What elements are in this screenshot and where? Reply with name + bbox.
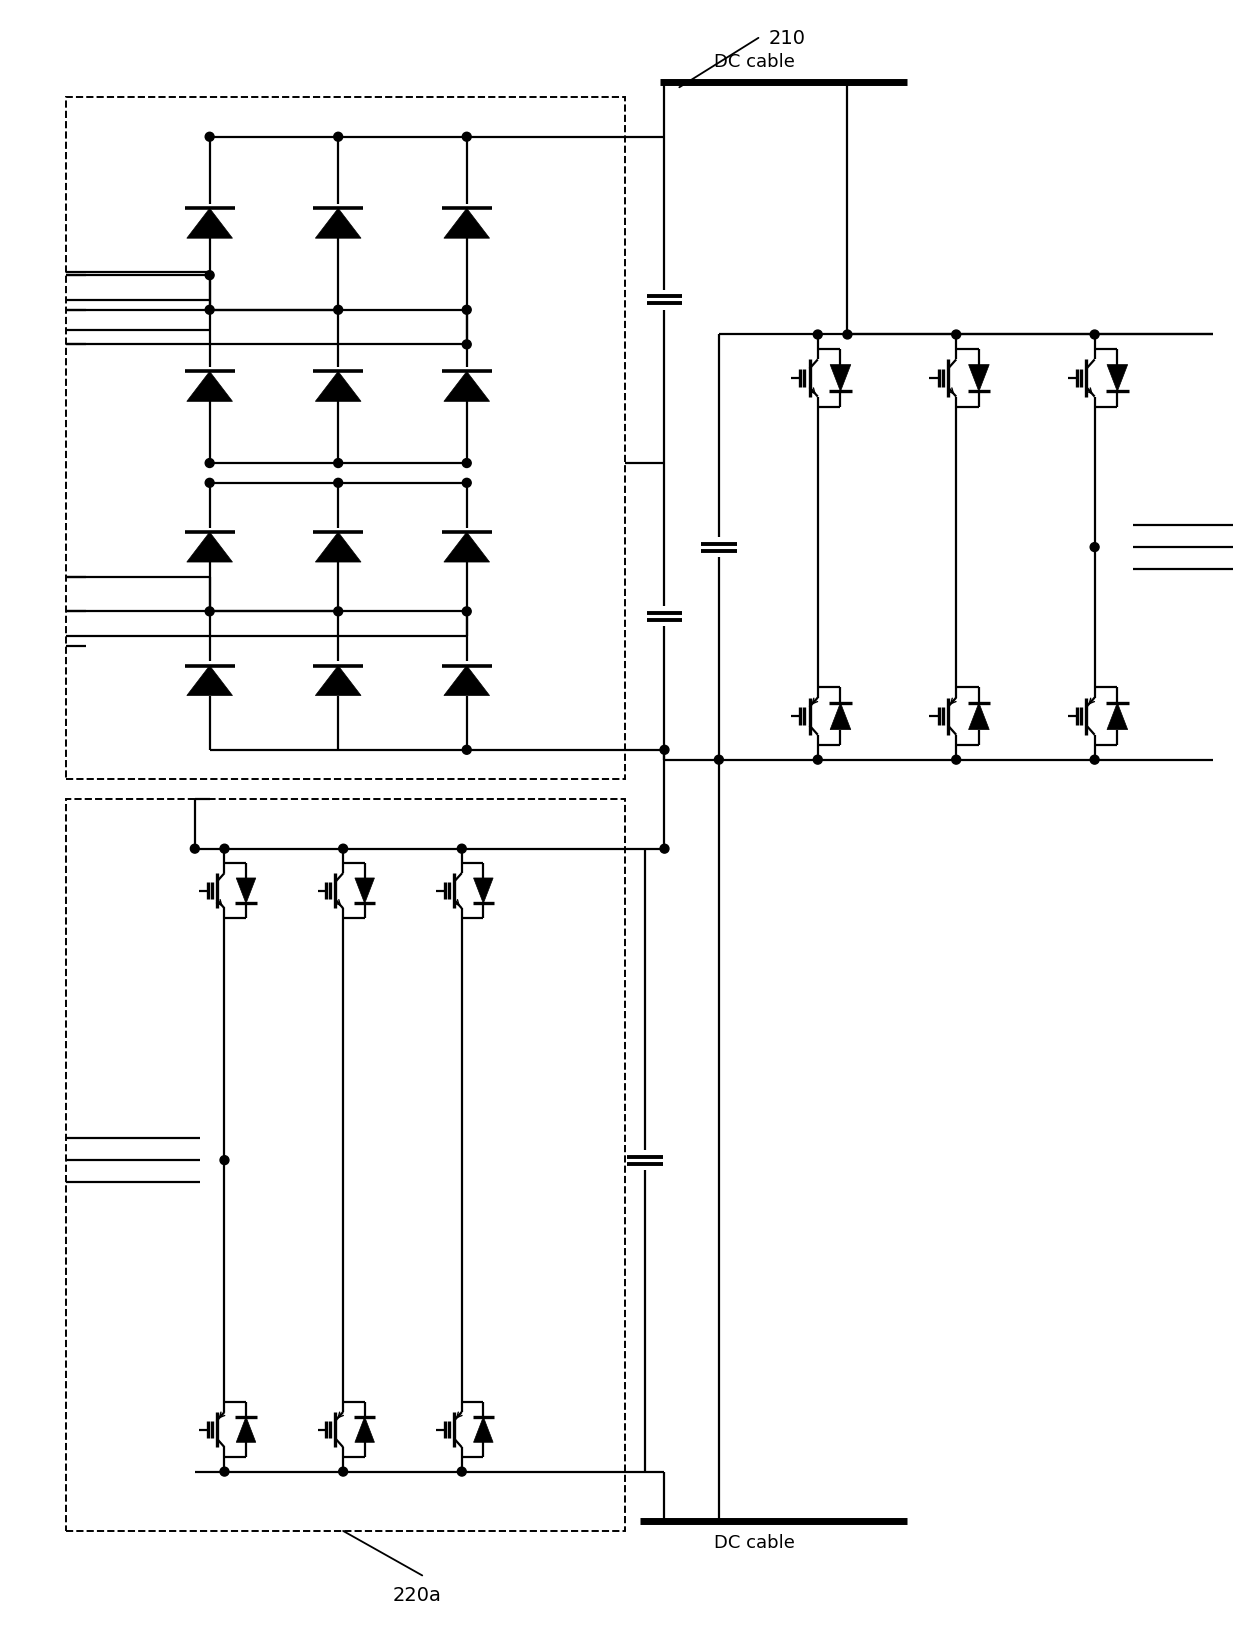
Circle shape <box>952 756 961 765</box>
Circle shape <box>463 746 471 756</box>
Bar <box>66 98 625 780</box>
Polygon shape <box>187 665 232 697</box>
Polygon shape <box>1107 365 1127 392</box>
Circle shape <box>219 1155 229 1165</box>
Polygon shape <box>444 665 490 697</box>
Circle shape <box>463 306 471 315</box>
Circle shape <box>339 844 347 854</box>
Circle shape <box>463 608 471 616</box>
Polygon shape <box>355 1418 374 1442</box>
Circle shape <box>334 608 342 616</box>
Circle shape <box>463 341 471 349</box>
Bar <box>66 800 625 1531</box>
Circle shape <box>339 1467 347 1477</box>
Circle shape <box>205 272 215 280</box>
Circle shape <box>463 459 471 469</box>
Circle shape <box>334 479 342 488</box>
Circle shape <box>463 133 471 143</box>
Polygon shape <box>830 365 851 392</box>
Text: DC cable: DC cable <box>714 54 795 72</box>
Circle shape <box>660 844 668 854</box>
Circle shape <box>219 844 229 854</box>
Circle shape <box>952 331 961 339</box>
Polygon shape <box>474 1418 494 1442</box>
Polygon shape <box>1107 703 1127 729</box>
Polygon shape <box>315 210 361 239</box>
Polygon shape <box>187 372 232 402</box>
Circle shape <box>334 459 342 469</box>
Polygon shape <box>187 210 232 239</box>
Polygon shape <box>315 372 361 402</box>
Polygon shape <box>444 372 490 402</box>
Polygon shape <box>474 879 494 903</box>
Circle shape <box>191 844 200 854</box>
Circle shape <box>205 479 215 488</box>
Polygon shape <box>315 533 361 562</box>
Circle shape <box>334 133 342 143</box>
Polygon shape <box>187 533 232 562</box>
Circle shape <box>334 306 342 315</box>
Circle shape <box>205 608 215 616</box>
Polygon shape <box>237 879 255 903</box>
Circle shape <box>458 844 466 854</box>
Circle shape <box>660 746 668 756</box>
Circle shape <box>205 306 215 315</box>
Circle shape <box>219 1467 229 1477</box>
Polygon shape <box>444 210 490 239</box>
Polygon shape <box>968 365 990 392</box>
Text: 210: 210 <box>769 30 805 48</box>
Circle shape <box>463 479 471 488</box>
Polygon shape <box>315 665 361 697</box>
Circle shape <box>813 756 822 765</box>
Polygon shape <box>237 1418 255 1442</box>
Circle shape <box>1090 331 1099 339</box>
Circle shape <box>714 756 723 765</box>
Circle shape <box>1090 756 1099 765</box>
Circle shape <box>1090 543 1099 552</box>
Circle shape <box>813 331 822 339</box>
Circle shape <box>205 459 215 469</box>
Polygon shape <box>355 879 374 903</box>
Polygon shape <box>444 533 490 562</box>
Polygon shape <box>968 703 990 729</box>
Circle shape <box>458 1467 466 1477</box>
Polygon shape <box>830 703 851 729</box>
Circle shape <box>843 331 852 339</box>
Circle shape <box>205 133 215 143</box>
Text: DC cable: DC cable <box>714 1532 795 1550</box>
Text: 220a: 220a <box>393 1585 441 1605</box>
